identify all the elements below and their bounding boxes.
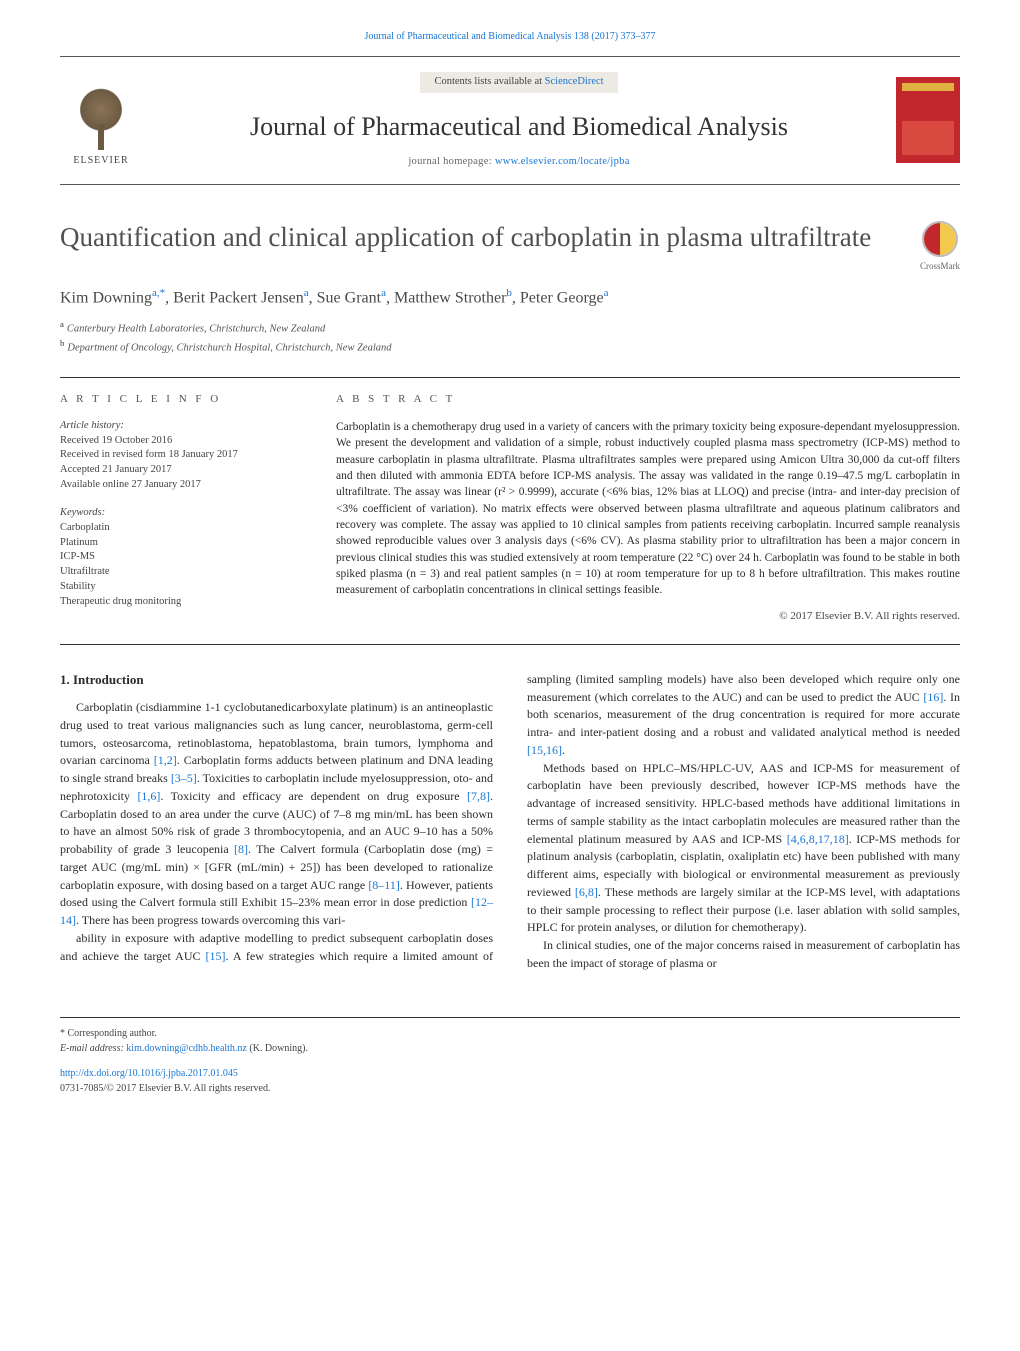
affiliation: aCanterbury Health Laboratories, Christc… [60, 318, 960, 337]
journal-cover-thumb [896, 77, 960, 163]
body-paragraph: In clinical studies, one of the major co… [527, 937, 960, 973]
divider [60, 644, 960, 645]
corresponding-email: E-mail address: kim.downing@cdhb.health.… [60, 1041, 960, 1056]
history-line: Available online 27 January 2017 [60, 479, 201, 490]
citation-link[interactable]: [6,8] [575, 885, 598, 899]
affiliation: bDepartment of Oncology, Christchurch Ho… [60, 337, 960, 356]
citation-link[interactable]: [1,2] [154, 753, 177, 767]
sciencedirect-link[interactable]: ScienceDirect [545, 76, 604, 87]
section-heading: 1. Introduction [60, 671, 493, 689]
contents-prefix: Contents lists available at [434, 76, 544, 87]
body-paragraph: Carboplatin (cisdiammine 1-1 cyclobutane… [60, 699, 493, 930]
email-link[interactable]: kim.downing@cdhb.health.nz [126, 1043, 247, 1054]
homepage-prefix: journal homepage: [408, 156, 494, 167]
footer: * Corresponding author. E-mail address: … [60, 1017, 960, 1096]
elsevier-wordmark: ELSEVIER [73, 154, 128, 168]
masthead: ELSEVIER Contents lists available at Sci… [60, 56, 960, 185]
body-paragraph: Methods based on HPLC–MS/HPLC-UV, AAS an… [527, 760, 960, 938]
keyword: ICP-MS [60, 551, 95, 562]
citation-link[interactable]: [3–5] [171, 771, 197, 785]
journal-name: Journal of Pharmaceutical and Biomedical… [160, 109, 878, 145]
running-head: Journal of Pharmaceutical and Biomedical… [60, 30, 960, 44]
issn-copyright: 0731-7085/© 2017 Elsevier B.V. All right… [60, 1083, 270, 1094]
abstract: a b s t r a c t Carboplatin is a chemoth… [336, 392, 960, 624]
citation-link[interactable]: [15] [206, 949, 226, 963]
keyword: Platinum [60, 537, 98, 548]
article-title: Quantification and clinical application … [60, 221, 896, 255]
crossmark-label: CrossMark [920, 260, 960, 273]
abstract-heading: a b s t r a c t [336, 392, 960, 407]
homepage-link[interactable]: www.elsevier.com/locate/jpba [495, 156, 630, 167]
elsevier-logo: ELSEVIER [60, 72, 142, 168]
elsevier-tree-icon [70, 88, 132, 150]
citation-link[interactable]: [1,6] [137, 789, 160, 803]
doi-link[interactable]: http://dx.doi.org/10.1016/j.jpba.2017.01… [60, 1068, 238, 1079]
divider [60, 377, 960, 378]
article-info: a r t i c l e i n f o Article history: R… [60, 392, 300, 624]
author-list: Kim Downinga,*, Berit Packert Jensena, S… [60, 286, 960, 310]
journal-homepage: journal homepage: www.elsevier.com/locat… [160, 155, 878, 170]
corresponding-author: * Corresponding author. [60, 1026, 960, 1041]
history-line: Received 19 October 2016 [60, 435, 172, 446]
keyword: Stability [60, 581, 96, 592]
crossmark-badge[interactable]: CrossMark [920, 221, 960, 273]
masthead-center: Contents lists available at ScienceDirec… [160, 71, 878, 170]
citation-link[interactable]: [8–11] [368, 878, 400, 892]
keyword: Therapeutic drug monitoring [60, 596, 181, 607]
body-text: 1. Introduction Carboplatin (cisdiammine… [60, 671, 960, 973]
citation-link[interactable]: [7,8] [467, 789, 490, 803]
citation-link[interactable]: [12–14] [60, 895, 493, 927]
keywords-label: Keywords: [60, 507, 105, 518]
affiliations: aCanterbury Health Laboratories, Christc… [60, 318, 960, 357]
email-suffix: (K. Downing). [247, 1043, 308, 1054]
abstract-text: Carboplatin is a chemotherapy drug used … [336, 419, 960, 599]
citation-link[interactable]: [4,6,8,17,18] [787, 832, 849, 846]
crossmark-icon [922, 221, 958, 257]
contents-available: Contents lists available at ScienceDirec… [420, 72, 617, 93]
history-line: Accepted 21 January 2017 [60, 464, 172, 475]
citation-link[interactable]: [15,16] [527, 743, 562, 757]
keyword: Carboplatin [60, 522, 110, 533]
abstract-copyright: © 2017 Elsevier B.V. All rights reserved… [336, 609, 960, 624]
running-head-link[interactable]: Journal of Pharmaceutical and Biomedical… [364, 31, 655, 42]
keyword: Ultrafiltrate [60, 566, 110, 577]
citation-link[interactable]: [8] [234, 842, 248, 856]
history-line: Received in revised form 18 January 2017 [60, 449, 238, 460]
article-info-heading: a r t i c l e i n f o [60, 392, 300, 407]
email-label: E-mail address: [60, 1043, 126, 1054]
citation-link[interactable]: [16] [923, 690, 943, 704]
history-label: Article history: [60, 420, 124, 431]
